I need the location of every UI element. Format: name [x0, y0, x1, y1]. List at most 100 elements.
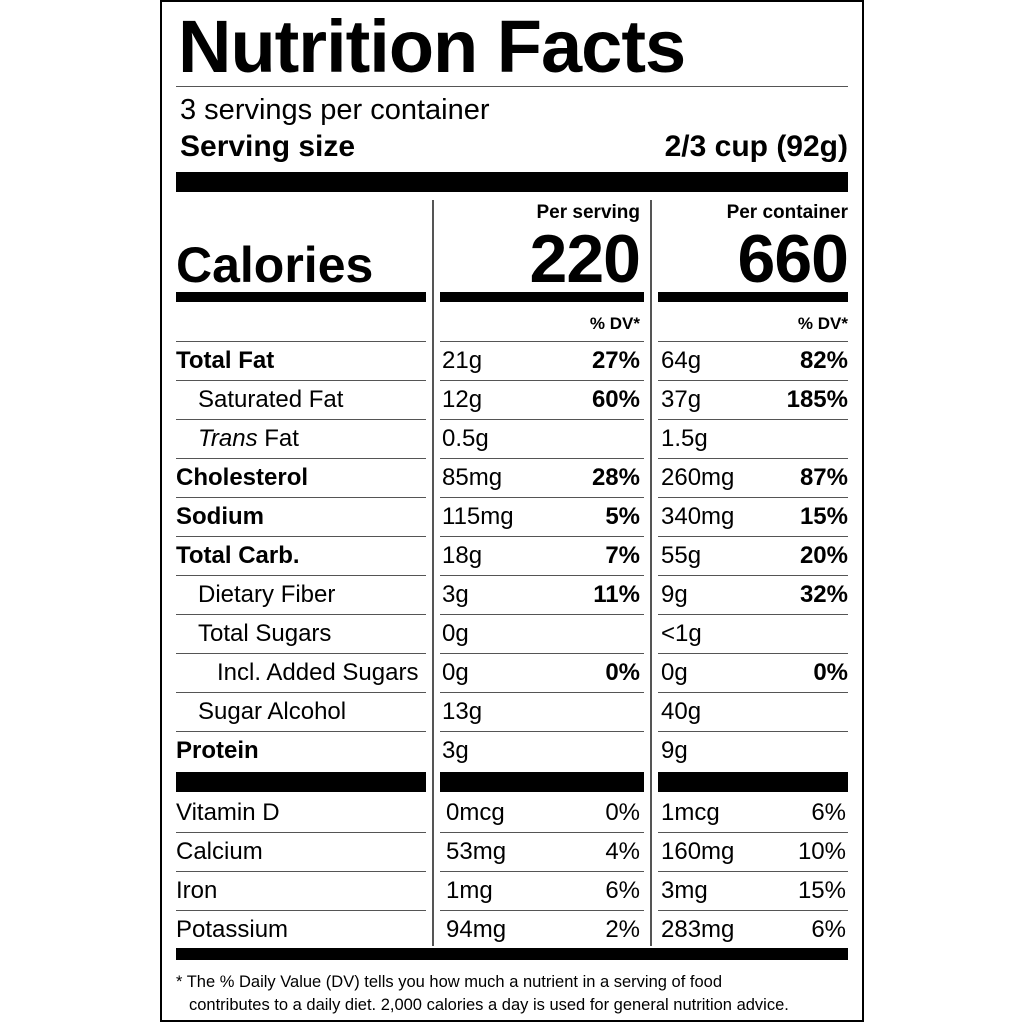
vitamin-container-dv: 10%	[797, 838, 846, 865]
row-line	[176, 341, 426, 342]
calories-bar-serving	[440, 292, 644, 302]
per-container-dv: 32%	[799, 581, 848, 608]
per-serving-dv: 7%	[605, 542, 640, 569]
per-serving-amount: 12g	[442, 386, 483, 413]
row-line	[440, 380, 644, 381]
per-container-amount: 1.5g	[661, 425, 708, 452]
row-line	[176, 832, 426, 833]
vitamin-container-dv: 15%	[797, 877, 846, 904]
nutrient-name: Total Fat	[176, 347, 275, 374]
per-container-header: Per container	[726, 202, 848, 223]
row-line	[176, 380, 426, 381]
row-line	[440, 871, 644, 872]
servings-per-container: 3 servings per container	[180, 94, 490, 126]
row-line	[176, 419, 426, 420]
row-line	[440, 692, 644, 693]
vitamin-serving-dv: 4%	[605, 838, 640, 865]
dv-header-serving: % DV*	[589, 314, 640, 333]
calories-bar-container	[658, 292, 848, 302]
row-line	[658, 832, 848, 833]
serving-size-value: 2/3 cup (92g)	[664, 130, 848, 163]
per-serving-dv: 28%	[591, 464, 640, 491]
protein-bar-container	[658, 772, 848, 792]
nutrition-facts-label	[160, 0, 864, 1022]
row-line	[440, 458, 644, 459]
per-serving-dv: 11%	[593, 581, 640, 608]
vitamin-container-dv: 6%	[811, 916, 846, 943]
per-serving-amount: 115mg	[442, 503, 514, 530]
row-line	[440, 575, 644, 576]
vitamin-serving-dv: 0%	[605, 799, 640, 826]
vitamin-serving-dv: 6%	[605, 877, 640, 904]
vitamin-container-amount: 3mg	[661, 877, 708, 904]
nutrient-name: Trans Fat	[198, 425, 299, 453]
per-container-dv: 185%	[786, 386, 848, 413]
thick-divider-top	[176, 172, 848, 192]
dv-header-container: % DV*	[797, 314, 848, 333]
protein-bar-label	[176, 772, 426, 792]
title-divider	[176, 86, 848, 87]
vitamin-container-amount: 1mcg	[661, 799, 720, 826]
row-line	[440, 536, 644, 537]
protein-bar-serving	[440, 772, 644, 792]
vitamin-container-amount: 283mg	[661, 916, 735, 943]
vitamin-name: Calcium	[176, 838, 263, 865]
vitamin-serving-amount: 53mg	[446, 838, 507, 865]
row-line	[176, 653, 426, 654]
per-serving-amount: 0.5g	[442, 425, 489, 452]
per-serving-dv: 60%	[591, 386, 640, 413]
row-line	[658, 458, 848, 459]
column-divider-1	[432, 200, 434, 946]
per-serving-amount: 0g	[442, 659, 469, 686]
per-serving-dv: 27%	[591, 347, 640, 374]
per-serving-amount: 18g	[442, 542, 483, 569]
nutrient-name: Incl. Added Sugars	[217, 659, 419, 686]
per-container-amount: 40g	[661, 698, 702, 725]
vitamin-container-dv: 6%	[811, 799, 846, 826]
row-line	[658, 910, 848, 911]
per-serving-amount: 3g	[442, 581, 469, 608]
label-title: Nutrition Facts	[178, 5, 686, 88]
per-container-amount: 260mg	[661, 464, 735, 491]
per-container-amount: 9g	[661, 581, 688, 608]
per-container-amount: 55g	[661, 542, 702, 569]
calories-label: Calories	[176, 237, 374, 293]
row-line	[440, 497, 644, 498]
row-line	[658, 692, 848, 693]
row-line	[440, 731, 644, 732]
row-line	[176, 614, 426, 615]
row-line	[658, 380, 848, 381]
vitamin-serving-amount: 0mcg	[446, 799, 505, 826]
per-serving-amount: 21g	[442, 347, 483, 374]
per-container-amount: 340mg	[661, 503, 735, 530]
nutrient-name: Protein	[176, 737, 259, 764]
per-container-amount: 0g	[661, 659, 688, 686]
row-line	[176, 731, 426, 732]
vitamin-serving-amount: 1mg	[446, 877, 493, 904]
nutrient-name-italic: Trans	[198, 425, 258, 452]
row-line	[658, 536, 848, 537]
nutrient-name: Dietary Fiber	[198, 581, 336, 608]
per-serving-dv: 0%	[605, 659, 640, 686]
vitamin-name: Potassium	[176, 916, 289, 943]
per-container-dv: 20%	[799, 542, 848, 569]
row-line	[658, 341, 848, 342]
nutrient-name: Sugar Alcohol	[198, 698, 347, 725]
nutrient-name: Sodium	[176, 503, 264, 530]
per-serving-header: Per serving	[536, 202, 641, 223]
calories-per-serving: 220	[529, 221, 641, 297]
nutrient-name-suffix: Fat	[257, 425, 299, 452]
vitamin-name: Iron	[176, 877, 218, 904]
per-container-dv: 82%	[799, 347, 848, 374]
nutrient-name: Saturated Fat	[198, 386, 344, 413]
per-serving-amount: 3g	[442, 737, 469, 764]
vitamin-serving-amount: 94mg	[446, 916, 507, 943]
row-line	[176, 497, 426, 498]
row-line	[176, 871, 426, 872]
row-line	[440, 341, 644, 342]
nutrient-name: Total Carb.	[176, 542, 300, 569]
per-serving-amount: 85mg	[442, 464, 503, 491]
thick-divider-bottom	[176, 948, 848, 960]
row-line	[658, 653, 848, 654]
row-line	[658, 419, 848, 420]
